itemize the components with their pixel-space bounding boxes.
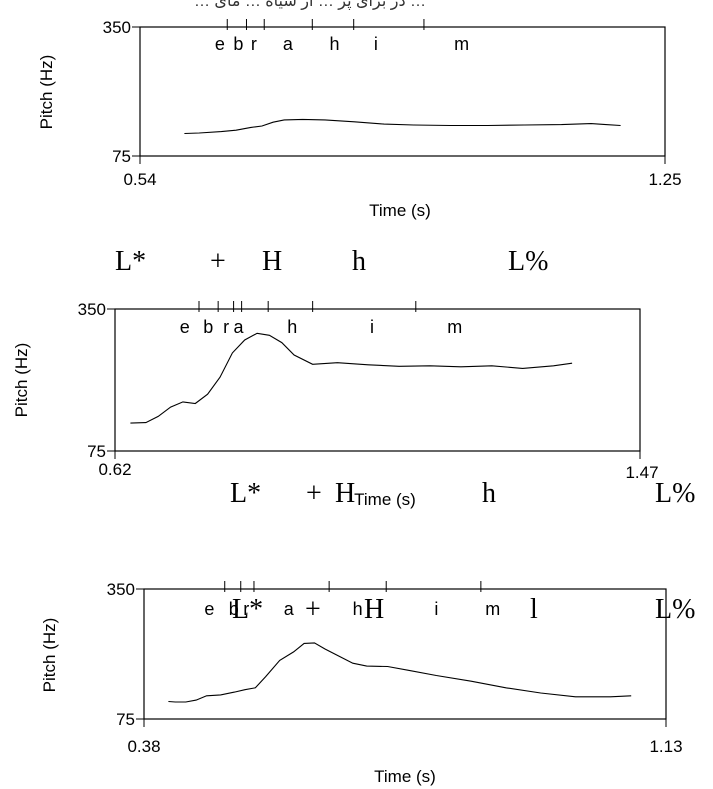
panel-3: L* + H h L% 350 75 0.38 1.13 Time (s) Pi… [40, 478, 695, 786]
header-text: … در برای پر … از سیاه … مای … [194, 0, 426, 11]
x-axis-label: Time (s) [354, 490, 416, 509]
tone-label: L* [115, 246, 146, 277]
segment-label: e [215, 34, 225, 54]
tone-label: L* [232, 594, 263, 625]
y-axis-label: Pitch (Hz) [37, 55, 56, 130]
segment-label: a [284, 599, 295, 619]
segment-label: i [370, 317, 374, 337]
y-tick-min: 75 [112, 147, 131, 166]
x-tick-max: 1.25 [648, 170, 681, 189]
segment-label: r [223, 317, 229, 337]
segment-label: i [374, 34, 378, 54]
y-tick-min: 75 [87, 442, 106, 461]
segment-label: r [251, 34, 257, 54]
pitch-contour-line [130, 332, 573, 424]
segment-label: r [243, 599, 249, 619]
tone-label: H [262, 246, 282, 277]
tone-label: + [306, 478, 322, 509]
plot-frame [143, 588, 667, 720]
segment-label: a [283, 34, 294, 54]
y-tick-min: 75 [116, 710, 135, 729]
x-tick-min: 0.54 [123, 170, 156, 189]
segment-label: a [234, 317, 245, 337]
panel-2: L* + H h L% 350 75 0.62 1.47 Time (s) Pi… [12, 246, 659, 509]
tone-label: + [305, 594, 321, 625]
plot-frame [139, 26, 666, 157]
y-tick-max: 350 [103, 18, 131, 37]
x-tick-max: 1.47 [625, 463, 658, 482]
tone-label: l [530, 594, 538, 625]
segment-label: b [229, 599, 239, 619]
tone-label: H [335, 478, 355, 509]
tone-label: h [482, 478, 496, 509]
plot-frame [114, 308, 641, 452]
tone-label: + [210, 246, 226, 277]
segment-label: b [233, 34, 243, 54]
y-tick-max: 350 [107, 580, 135, 599]
segment-label: e [180, 317, 190, 337]
tone-label: H [364, 594, 384, 625]
x-axis-label: Time (s) [369, 201, 431, 220]
tone-label: L% [655, 478, 695, 509]
pitch-contour-line [168, 642, 632, 703]
segment-label: b [203, 317, 213, 337]
segment-label: e [204, 599, 214, 619]
segment-label: m [485, 599, 500, 619]
segment-label: h [353, 599, 363, 619]
segment-label: m [447, 317, 462, 337]
tone-label: L% [508, 246, 548, 277]
segment-label: h [329, 34, 339, 54]
segment-label: i [434, 599, 438, 619]
tone-label: L* [230, 478, 261, 509]
segment-label: h [287, 317, 297, 337]
y-axis-label: Pitch (Hz) [12, 343, 31, 418]
x-tick-min: 0.38 [127, 737, 160, 756]
y-tick-max: 350 [78, 300, 106, 319]
y-axis-label: Pitch (Hz) [40, 618, 59, 693]
tone-label: L% [655, 594, 695, 625]
tone-label: h [352, 246, 366, 277]
segment-label: m [454, 34, 469, 54]
x-tick-min: 0.62 [98, 460, 131, 479]
x-tick-max: 1.13 [649, 737, 682, 756]
x-axis-label: Time (s) [374, 767, 436, 786]
pitch-contour-line [184, 118, 621, 135]
